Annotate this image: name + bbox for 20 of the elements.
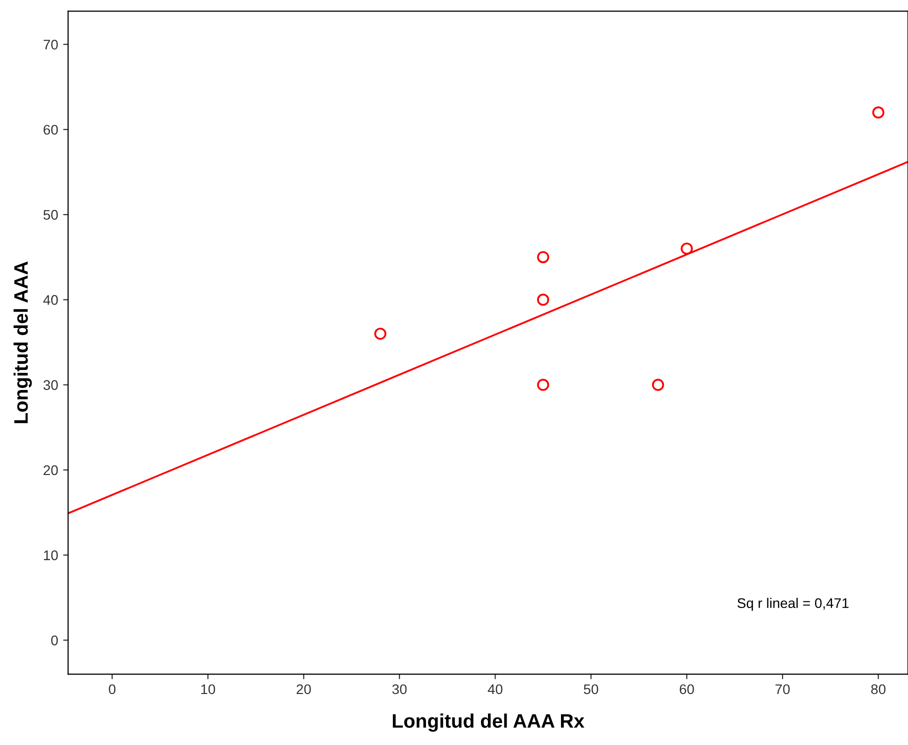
x-tick-label: 0	[108, 684, 116, 694]
x-tick-label: 80	[871, 684, 886, 694]
y-tick-label: 60	[44, 124, 58, 135]
annotation: Sq r lineal = 0,471	[738, 598, 849, 611]
x-tick-label: 20	[296, 684, 311, 694]
y-tick-label: 70	[44, 40, 58, 50]
y-tick-label: 30	[43, 380, 58, 390]
y-tick-label: 40	[43, 295, 58, 305]
x-tick-label: 60	[680, 684, 694, 694]
y-tick-label: 10	[44, 550, 58, 560]
x-tick-label: 10	[201, 684, 216, 694]
x-axis-title: Longitud del AAA Rx	[392, 714, 584, 732]
x-tick-label: 30	[392, 684, 407, 694]
x-tick-label: 40	[488, 684, 502, 694]
y-axis-title: Longitud del AAA	[14, 261, 32, 424]
x-tick-label: 70	[776, 684, 790, 694]
y-tick-label: 20	[44, 465, 58, 476]
x-tick-label: 50	[584, 684, 598, 694]
y-tick-label: 0	[51, 636, 58, 646]
y-tick-label: 50	[43, 210, 58, 220]
